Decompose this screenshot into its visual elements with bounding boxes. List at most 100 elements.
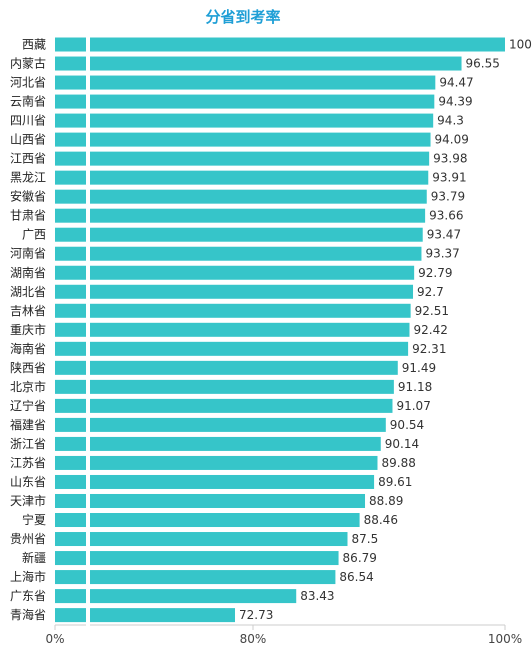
bar: [55, 493, 366, 508]
axis-break-gap: [86, 378, 90, 395]
axis-break-gap: [86, 607, 90, 624]
data-label: 93.91: [432, 171, 466, 185]
data-label: 90.54: [390, 418, 424, 432]
axis-break-gap: [86, 169, 90, 186]
axis-break-gap: [86, 473, 90, 490]
category-label: 天津市: [10, 493, 46, 508]
bar: [55, 189, 427, 204]
axis-break-gap: [86, 302, 90, 319]
data-label: 100: [509, 38, 532, 52]
bar: [55, 455, 378, 470]
axis-break-gap: [86, 74, 90, 91]
axis-break-gap: [86, 226, 90, 243]
bar: [55, 436, 381, 451]
category-label: 广西: [22, 228, 46, 242]
x-tick-label: 80%: [240, 632, 267, 646]
category-label: 云南省: [10, 94, 46, 109]
bar: [55, 37, 505, 52]
bar: [55, 341, 409, 356]
data-label: 93.47: [427, 228, 461, 242]
category-label: 江西省: [10, 152, 46, 166]
data-label: 94.09: [435, 133, 469, 147]
category-label: 吉林省: [10, 304, 46, 318]
category-label: 福建省: [10, 417, 46, 432]
axis-break-gap: [86, 531, 90, 548]
bar: [55, 589, 297, 604]
bar: [55, 322, 410, 337]
bar: [55, 608, 236, 623]
axis-break-gap: [86, 150, 90, 167]
bar: [55, 246, 422, 261]
bar: [55, 132, 431, 147]
axis-break-gap: [86, 283, 90, 300]
data-label: 83.43: [300, 589, 334, 603]
bar: [55, 551, 339, 566]
data-label: 91.07: [396, 399, 430, 413]
axis-break-gap: [86, 435, 90, 452]
bar: [55, 360, 398, 375]
data-label: 93.79: [431, 190, 465, 204]
category-label: 新疆: [22, 550, 46, 565]
category-label: 浙江省: [10, 437, 46, 451]
category-label: 上海市: [10, 569, 46, 584]
data-label: 94.47: [439, 76, 473, 90]
data-label: 92.7: [417, 285, 444, 299]
axis-break-gap: [86, 188, 90, 205]
data-label: 90.14: [385, 437, 419, 451]
category-label: 安徽省: [10, 189, 46, 204]
bar: [55, 474, 375, 489]
bar: [55, 265, 415, 280]
data-label: 92.31: [412, 342, 446, 356]
category-label: 北京市: [10, 379, 46, 394]
category-label: 重庆市: [10, 322, 46, 337]
data-label: 93.66: [429, 209, 463, 223]
bar: [55, 398, 393, 413]
axis-break-gap: [86, 264, 90, 281]
category-label: 山东省: [10, 475, 46, 489]
data-label: 93.98: [433, 152, 467, 166]
data-label: 96.55: [466, 57, 500, 71]
bar: [55, 570, 336, 585]
category-label: 海南省: [10, 341, 46, 356]
data-label: 88.89: [369, 494, 403, 508]
axis-break-gap: [86, 569, 90, 586]
category-label: 山西省: [10, 133, 46, 147]
data-label: 92.42: [413, 323, 447, 337]
chart-title: 分省到考率: [205, 8, 280, 26]
x-tick-label: 100%: [488, 632, 522, 646]
bar: [55, 513, 360, 528]
axis-break-gap: [86, 321, 90, 338]
category-label: 西藏: [22, 38, 46, 52]
data-label: 91.49: [402, 361, 436, 375]
data-label: 88.46: [364, 513, 398, 527]
axis-break-gap: [86, 245, 90, 262]
bar: [55, 208, 426, 223]
data-label: 94.3: [437, 114, 464, 128]
axis-break-gap: [86, 55, 90, 72]
category-label: 辽宁省: [10, 398, 46, 413]
category-label: 青海省: [10, 607, 46, 622]
bar: [55, 75, 436, 90]
bar: [55, 151, 430, 166]
bar: [55, 227, 423, 242]
data-label: 86.79: [343, 551, 377, 565]
data-label: 72.73: [239, 608, 273, 622]
axis-break-mark: [86, 623, 90, 627]
category-label: 河北省: [10, 76, 46, 90]
bar: [55, 113, 434, 128]
bar: [55, 284, 414, 299]
bar: [55, 94, 435, 109]
category-label: 河南省: [10, 246, 46, 261]
category-label: 内蒙古: [10, 56, 46, 71]
data-label: 89.88: [381, 456, 415, 470]
bar: [55, 417, 386, 432]
axis-break-gap: [86, 340, 90, 357]
axis-break-gap: [86, 112, 90, 129]
category-label: 江苏省: [10, 456, 46, 470]
data-label: 89.61: [378, 475, 412, 489]
axis-break-gap: [86, 93, 90, 110]
category-label: 甘肃省: [10, 209, 46, 223]
axis-break-gap: [86, 588, 90, 605]
data-label: 86.54: [339, 570, 373, 584]
axis-break-gap: [86, 207, 90, 224]
